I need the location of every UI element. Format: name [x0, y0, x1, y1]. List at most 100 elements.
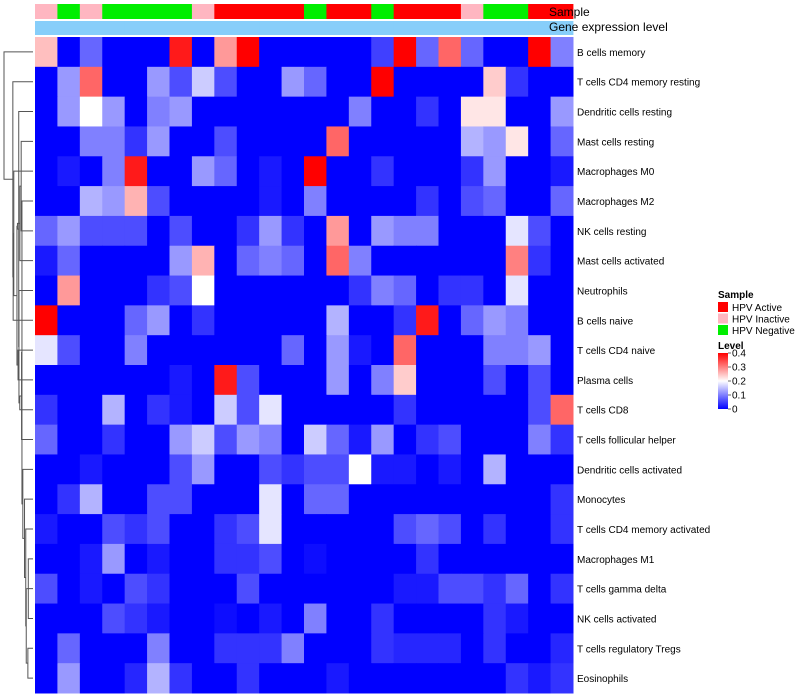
heatmap-cell [214, 275, 238, 306]
heatmap-cell [191, 96, 215, 127]
heatmap-cell [371, 454, 395, 485]
heatmap-cell [236, 394, 260, 426]
heatmap-cell [191, 305, 215, 336]
sample-annotation-cell [147, 4, 170, 19]
expression-annotation-cell [371, 21, 395, 35]
heatmap-cell [147, 305, 170, 336]
row-label: Dendritic cells activated [577, 465, 682, 476]
heatmap-cell [124, 543, 148, 575]
heatmap-cell [348, 394, 372, 426]
heatmap-cell [505, 603, 529, 634]
expression-annotation-cell [259, 21, 282, 35]
heatmap-cell [236, 573, 260, 605]
heatmap-cell [483, 484, 507, 515]
heatmap-cell [505, 335, 529, 366]
heatmap-cell [460, 156, 484, 187]
heatmap-cell [79, 156, 103, 187]
dendrogram-branch [12, 81, 33, 278]
heatmap-cell [483, 603, 507, 634]
heatmap-cell [57, 573, 81, 605]
sample-annotation-cell [124, 4, 148, 19]
dendrogram-branch [22, 468, 33, 539]
expression-annotation-cell [124, 21, 148, 35]
heatmap-cell [281, 66, 305, 98]
heatmap-cell [304, 633, 327, 664]
dendrogram-branch [24, 498, 33, 578]
heatmap-cell [35, 96, 58, 127]
heatmap-cell [505, 633, 529, 664]
heatmap-cell [505, 156, 529, 187]
heatmap-cell [326, 186, 350, 217]
heatmap-cell [371, 275, 395, 306]
row-dendrogram [3, 51, 33, 679]
heatmap-cell [393, 156, 417, 187]
heatmap-cell [393, 245, 417, 277]
heatmap-cell [304, 245, 327, 277]
heatmap-cell [147, 663, 170, 694]
heatmap-cell [550, 663, 574, 694]
heatmap-cell [147, 245, 170, 277]
expression-annotation-cell [550, 21, 574, 35]
heatmap-cell [259, 126, 283, 157]
heatmap-cell [416, 156, 439, 187]
heatmap-cell [35, 66, 58, 98]
heatmap-cell [416, 305, 439, 336]
heatmap-cell [191, 424, 215, 455]
heatmap-cell [483, 126, 507, 157]
heatmap-cell [281, 394, 305, 426]
heatmap-cell [124, 37, 148, 68]
sample-legend-swatch [718, 302, 728, 312]
heatmap-cell [259, 454, 283, 485]
heatmap-cell [483, 215, 507, 247]
heatmap-cell [326, 335, 350, 366]
level-legend: Level 0.4 0.3 0.2 0.1 0 [718, 341, 746, 416]
heatmap-cell [460, 454, 484, 485]
row-label: NK cells activated [577, 614, 656, 625]
heatmap-cell [124, 514, 148, 545]
heatmap-cell [259, 275, 283, 306]
heatmap-cell [191, 37, 215, 68]
heatmap-cell [214, 245, 238, 277]
expression-annotation-cell [393, 21, 417, 35]
expression-annotation-cell [438, 21, 462, 35]
heatmap-cell [304, 543, 327, 575]
heatmap-cell [102, 245, 126, 277]
heatmap-cell [528, 365, 552, 396]
heatmap-cell [393, 484, 417, 515]
expression-annotation-cell [348, 21, 372, 35]
heatmap-cell [259, 37, 283, 68]
heatmap-cell [281, 573, 305, 605]
heatmap-cell [326, 514, 350, 545]
heatmap-cell [550, 514, 574, 545]
heatmap-cell [438, 275, 462, 306]
heatmap-cell [79, 663, 103, 694]
heatmap-cell [214, 633, 238, 664]
heatmap-cell [393, 514, 417, 545]
heatmap-cell [460, 66, 484, 98]
heatmap-cell [326, 484, 350, 515]
expression-annotation-track [35, 21, 574, 35]
heatmap-cell [281, 126, 305, 157]
heatmap-cell [416, 514, 439, 545]
heatmap-cell [79, 573, 103, 605]
heatmap-cell [528, 663, 552, 694]
heatmap-cell [371, 96, 395, 127]
heatmap-cell [393, 66, 417, 98]
heatmap-cell [236, 96, 260, 127]
sample-legend-swatch [718, 325, 728, 335]
heatmap-cell [348, 543, 372, 575]
heatmap-cell [304, 663, 327, 694]
heatmap-cell [505, 514, 529, 545]
heatmap-cell [371, 603, 395, 634]
heatmap-cell [550, 633, 574, 664]
heatmap-cell [371, 484, 395, 515]
heatmap-cell [304, 156, 327, 187]
level-color-bar [718, 353, 728, 409]
heatmap-cell [550, 275, 574, 306]
heatmap-cell [35, 156, 58, 187]
heatmap-cell [304, 484, 327, 515]
heatmap-cell [528, 305, 552, 336]
sample-legend-label: HPV Active [732, 303, 782, 314]
heatmap-cell [124, 186, 148, 217]
heatmap-cell [57, 305, 81, 336]
